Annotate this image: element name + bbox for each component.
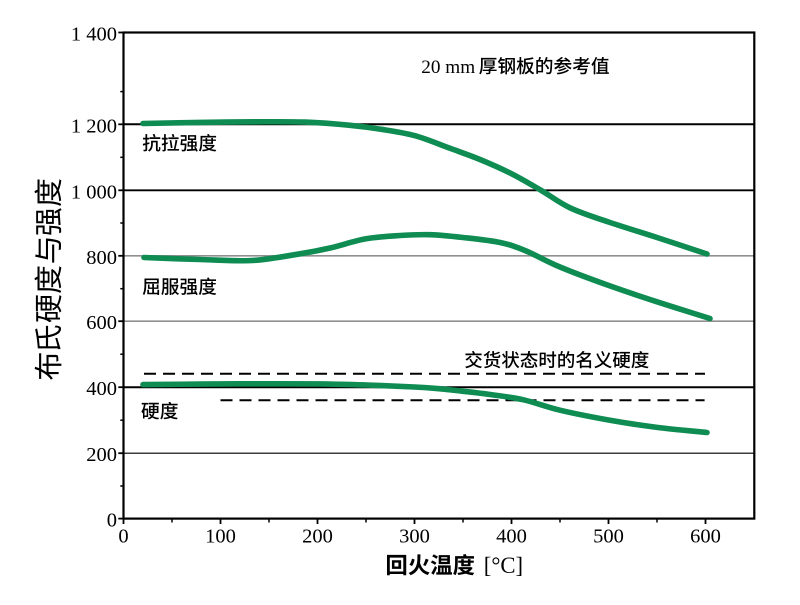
svg-text:[°C]: [°C] bbox=[484, 553, 523, 578]
svg-text:1 200: 1 200 bbox=[71, 115, 117, 137]
svg-text:400: 400 bbox=[496, 526, 527, 548]
svg-text:300: 300 bbox=[399, 526, 430, 548]
svg-text:20 mm: 20 mm bbox=[421, 57, 475, 78]
svg-text:0: 0 bbox=[107, 510, 117, 532]
svg-text:800: 800 bbox=[86, 247, 117, 269]
svg-text:400: 400 bbox=[86, 378, 117, 400]
svg-text:200: 200 bbox=[302, 526, 333, 548]
svg-text:600: 600 bbox=[690, 526, 721, 548]
svg-text:1 000: 1 000 bbox=[71, 181, 117, 203]
svg-text:500: 500 bbox=[593, 526, 624, 548]
svg-text:100: 100 bbox=[205, 526, 236, 548]
svg-text:600: 600 bbox=[86, 312, 117, 334]
svg-text:0: 0 bbox=[118, 526, 128, 548]
svg-text:200: 200 bbox=[86, 444, 117, 466]
svg-text:1 400: 1 400 bbox=[71, 24, 117, 46]
